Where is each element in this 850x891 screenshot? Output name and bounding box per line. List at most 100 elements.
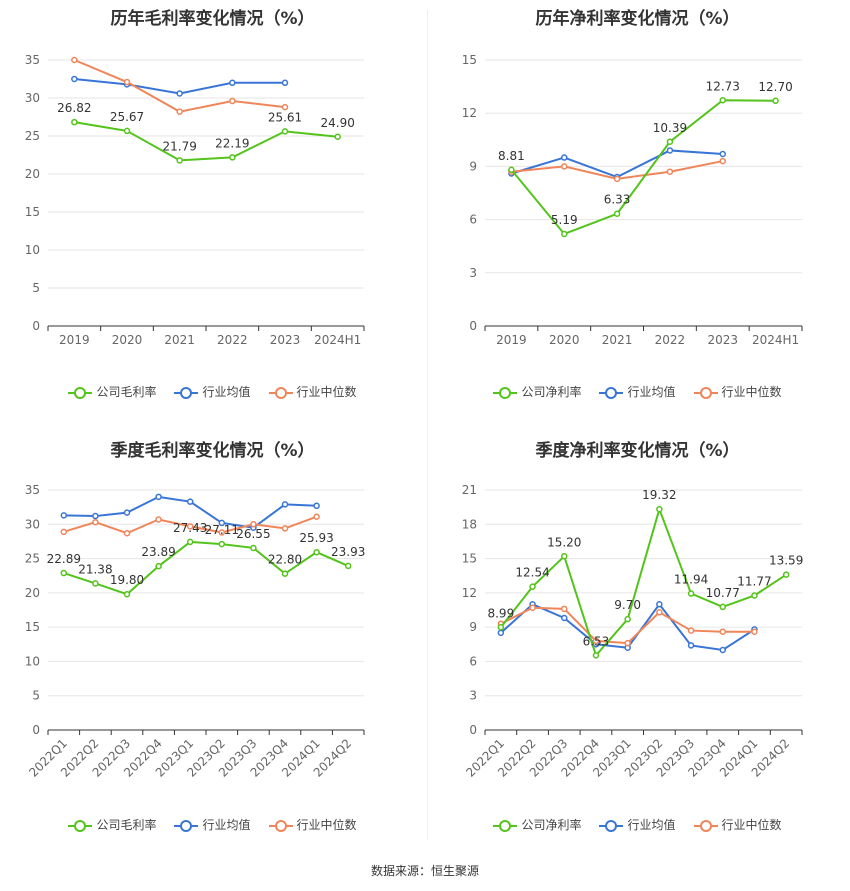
legend-item[interactable]: 行业中位数 [693, 816, 782, 833]
chart-panel-quarterly-net-margin: 季度净利率变化情况（%） 0 3 6 9 12 15 18 21 2022Q1 2022Q2 202… [425, 432, 850, 862]
y-tick-label: 18 [462, 517, 477, 531]
series-point [176, 108, 183, 115]
series-point [155, 516, 162, 523]
series-point [60, 528, 68, 536]
chart-svg: 0 5 10 15 20 25 30 35 2019 2020 2021 2022 2023 2024H1… [25, 53, 365, 347]
series-point [719, 97, 726, 104]
data-label: 10.77 [706, 586, 740, 600]
y-tick-label: 10 [25, 243, 40, 257]
data-label: 23.89 [141, 545, 175, 559]
legend-label: 行业均值 [202, 818, 251, 832]
series-point [92, 580, 99, 587]
y-tick-label: 0 [469, 319, 477, 333]
legend-label: 行业中位数 [296, 818, 357, 832]
series-point [281, 128, 289, 135]
data-label: 26.82 [57, 101, 91, 115]
series-point [719, 150, 726, 158]
data-label: 22.19 [215, 136, 249, 150]
chart-legend[interactable]: 公司毛利率 行业均值 行业中位数 [0, 383, 425, 400]
series-point [334, 133, 341, 141]
chart-panel-annual-gross-margin: 历年毛利率变化情况（%） 0 5 10 15 20 25 30 35 2019 2020 2021 2… [0, 0, 425, 430]
y-tick-label: 35 [25, 53, 40, 67]
legend-dot [699, 386, 712, 399]
series-point [687, 590, 695, 597]
legend-symbol-icon [493, 819, 518, 832]
series-point [666, 138, 674, 146]
series-line [511, 149, 723, 179]
series-point [186, 523, 194, 530]
legend-label: 行业中位数 [721, 385, 782, 399]
series-point [123, 509, 131, 516]
y-tick-label: 3 [469, 266, 477, 280]
series-point [344, 562, 352, 570]
legend-symbol-icon [68, 819, 93, 832]
legend-dot [499, 819, 512, 832]
series-point [666, 168, 674, 175]
series-point [719, 646, 726, 654]
legend-item[interactable]: 公司毛利率 [68, 383, 156, 400]
legend-item[interactable]: 行业均值 [599, 383, 676, 400]
y-tick-label: 5 [32, 281, 40, 295]
legend-item[interactable]: 行业均值 [174, 383, 251, 400]
data-label: 25.67 [110, 110, 144, 124]
chart-svg: 0 3 6 9 12 15 2019 2020 2021 2022 2023 2024H1 8.81 5.… [462, 53, 803, 347]
series-point [155, 562, 162, 570]
x-tick-label: 2021 [602, 333, 633, 347]
data-label: 11.77 [737, 574, 771, 588]
series-point [186, 498, 194, 505]
legend-item[interactable]: 行业中位数 [268, 816, 357, 833]
data-label: 11.94 [674, 573, 708, 587]
series-point [508, 166, 515, 174]
legend-item[interactable]: 行业中位数 [693, 383, 782, 400]
legend-item[interactable]: 行业均值 [599, 816, 676, 833]
legend-symbol-icon [599, 386, 624, 399]
series-point [123, 78, 131, 86]
series-point [313, 548, 320, 556]
series-line [500, 506, 787, 658]
series-point [60, 569, 68, 577]
x-tick-label: 2022 [217, 333, 248, 347]
series-point [656, 601, 663, 608]
series-point [561, 163, 568, 170]
series-point [719, 157, 726, 165]
legend-symbol-icon [174, 819, 199, 832]
series-point [123, 127, 131, 135]
series-point [218, 540, 226, 548]
series-point [281, 103, 289, 111]
series-point [176, 157, 183, 164]
y-tick-label: 30 [25, 517, 40, 531]
series-point [123, 590, 131, 598]
y-tick-label: 0 [32, 723, 40, 737]
data-label: 26.55 [236, 527, 270, 541]
series-point [313, 513, 320, 520]
data-label: 12.73 [706, 79, 740, 93]
legend-item[interactable]: 公司净利率 [493, 383, 581, 400]
y-tick-label: 25 [25, 552, 40, 566]
x-tick-label: 2024H1 [314, 333, 361, 347]
legend-item[interactable]: 行业中位数 [268, 383, 357, 400]
data-label: 19.80 [110, 573, 144, 587]
series-point [624, 615, 631, 623]
series-point [281, 501, 289, 508]
series-line [73, 59, 286, 113]
legend-item[interactable]: 行业均值 [174, 816, 251, 833]
series-point [656, 609, 663, 616]
chart-panel-quarterly-gross-margin: 季度毛利率变化情况（%） 0 5 10 15 20 25 30 35 2022Q1 2022Q2 2… [0, 432, 425, 862]
series-point [561, 553, 568, 560]
series-point [751, 592, 758, 599]
data-label: 9.70 [614, 598, 641, 612]
data-label: 22.80 [268, 553, 302, 567]
series-point [592, 652, 600, 659]
chart-legend[interactable]: 公司毛利率 行业均值 行业中位数 [0, 816, 425, 833]
legend-label: 行业均值 [627, 385, 676, 399]
legend-item[interactable]: 公司毛利率 [68, 816, 156, 833]
legend-symbol-icon [268, 386, 293, 399]
x-tick-label: 2020 [549, 333, 580, 347]
y-tick-label: 10 [25, 654, 40, 668]
chart-legend[interactable]: 公司净利率 行业均值 行业中位数 [425, 816, 850, 833]
chart-legend[interactable]: 公司净利率 行业均值 行业中位数 [425, 383, 850, 400]
series-point [751, 628, 758, 635]
series-point [218, 529, 226, 536]
legend-label: 行业均值 [627, 818, 676, 832]
legend-item[interactable]: 公司净利率 [493, 816, 581, 833]
